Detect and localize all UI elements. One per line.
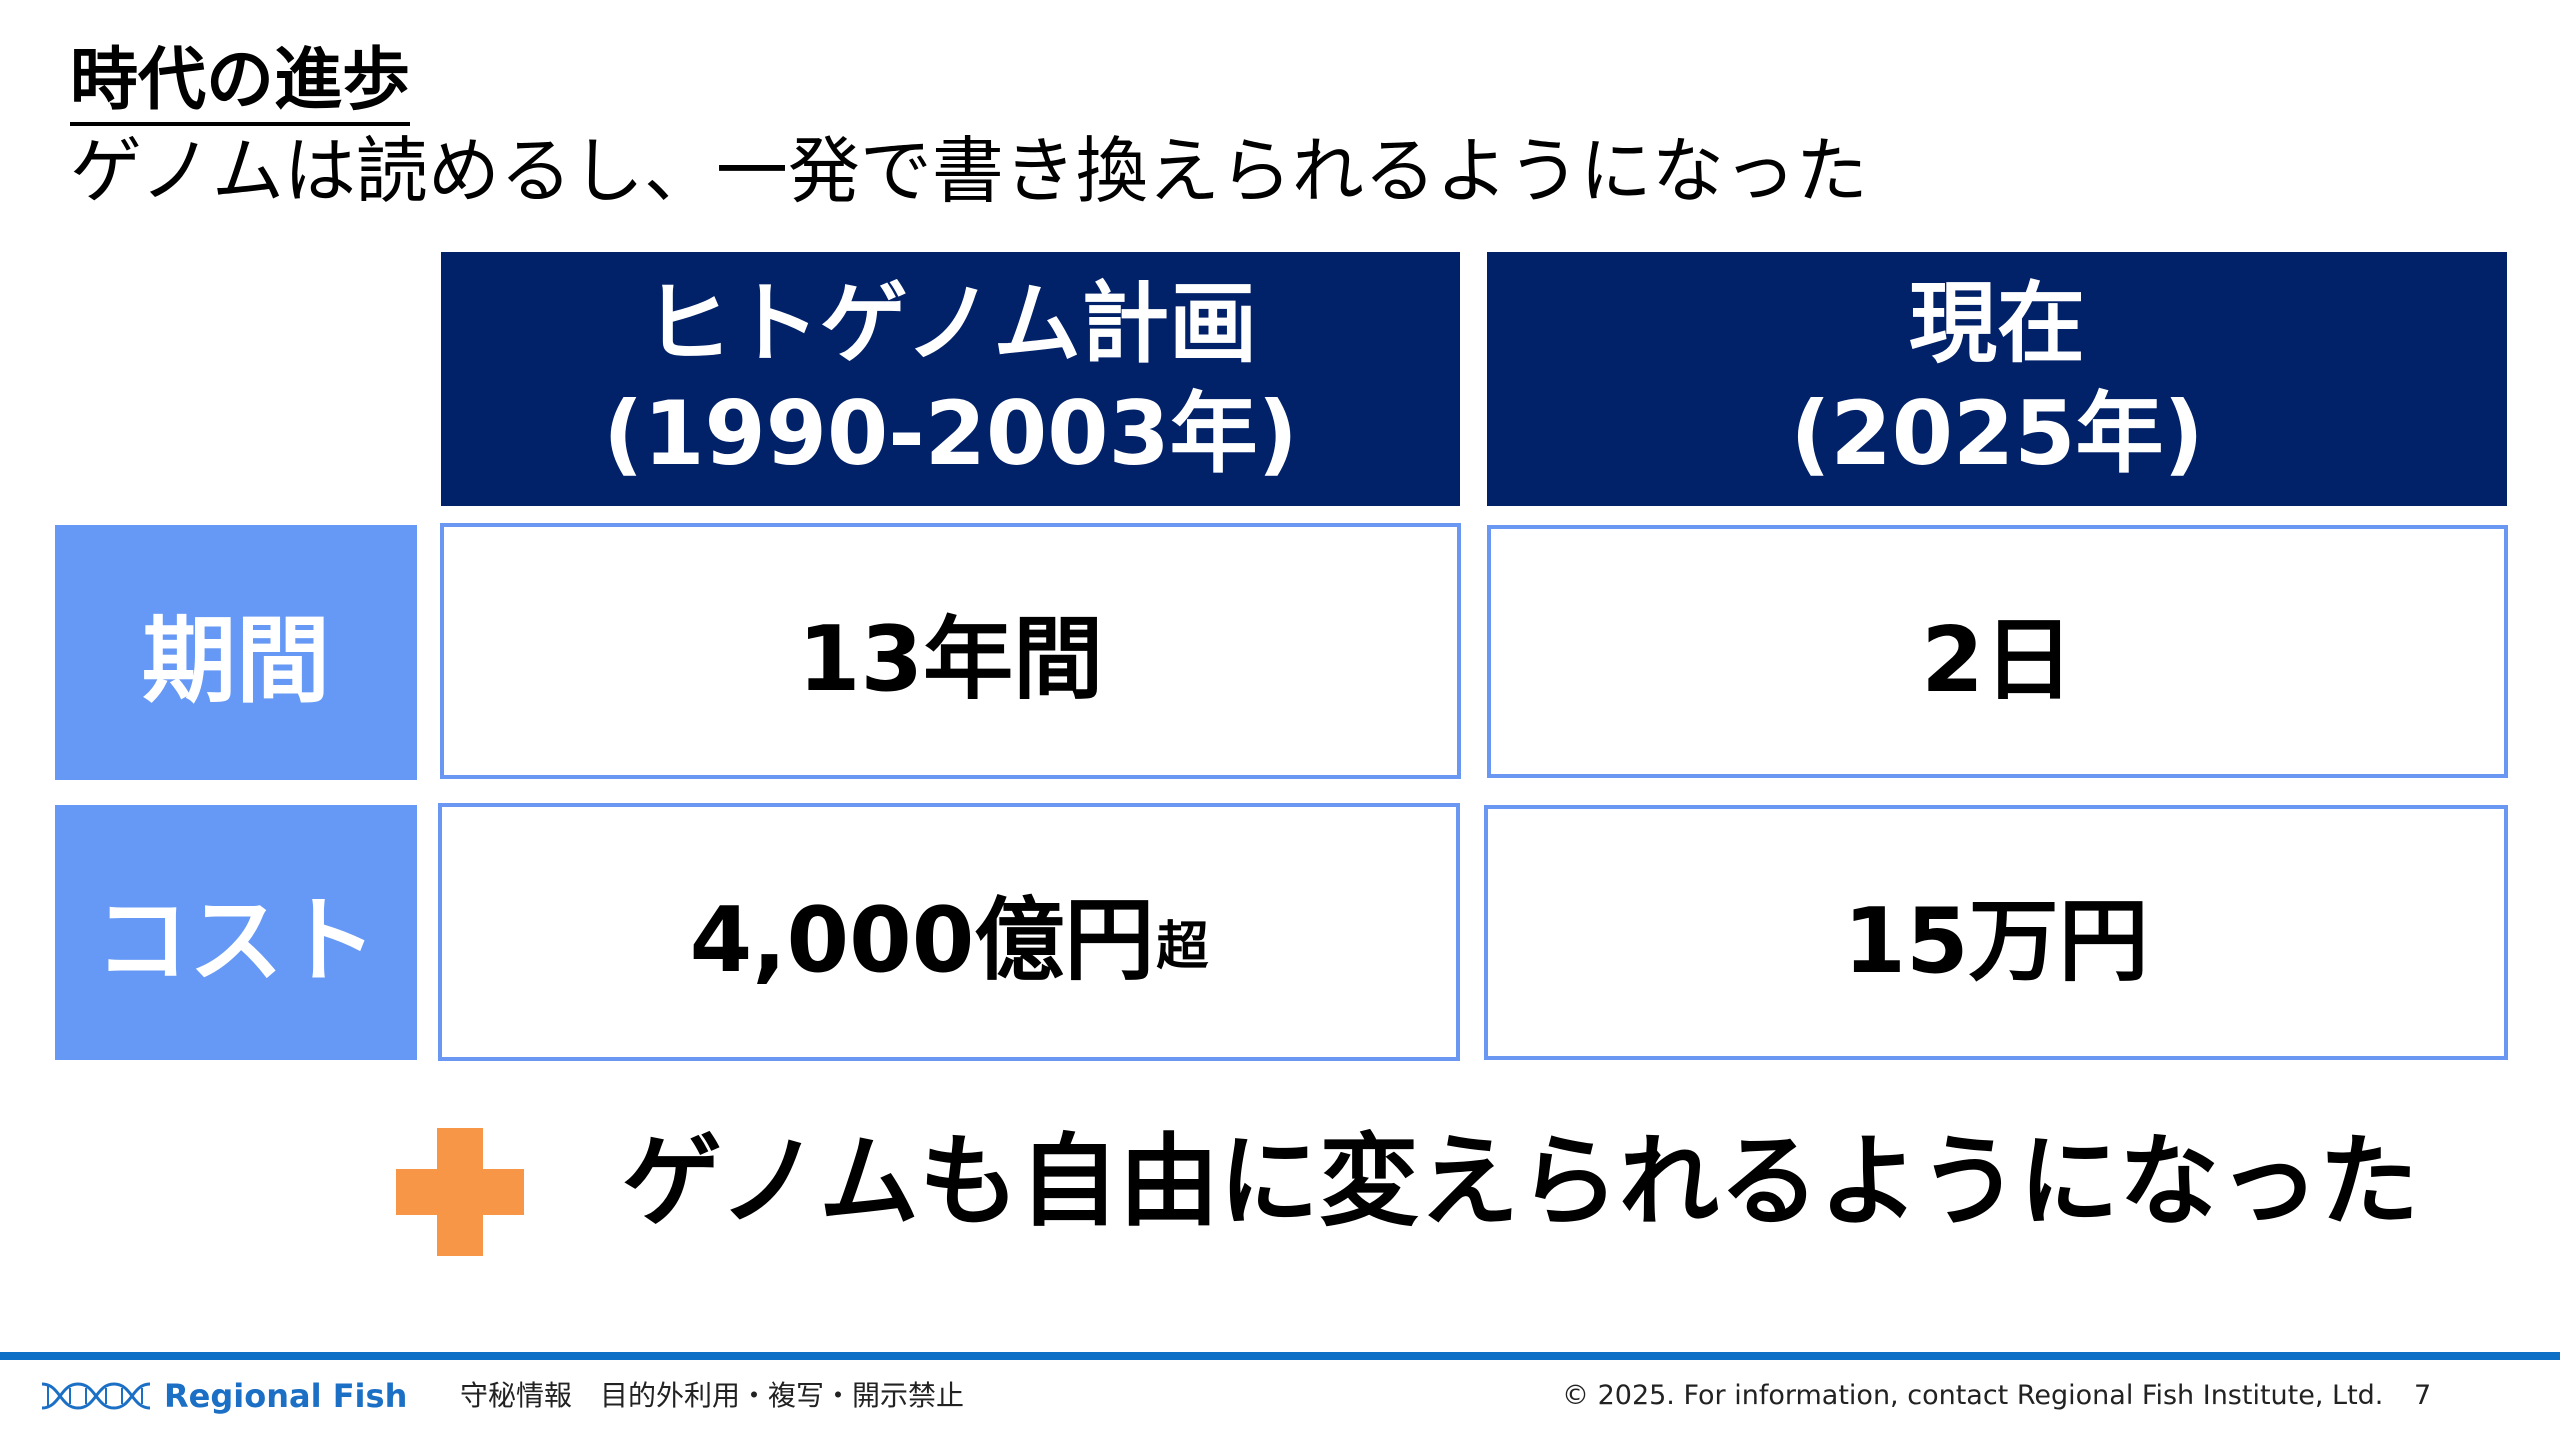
slide-subtitle: ゲノムは読めるし、一発で書き換えられるようになった [70, 129, 1868, 213]
cell-value: 4,000億円 [689, 888, 1155, 993]
footer-divider [0, 1352, 2560, 1360]
conclusion-text: ゲノムも自由に変えられるようになった [622, 1123, 2419, 1240]
cell-value-suffix: 超 [1156, 917, 1209, 977]
row-header-period: 期間 [55, 525, 417, 780]
cell-period-genome-project: 13年間 [440, 523, 1461, 779]
cell-period-present: 2日 [1487, 525, 2508, 778]
cell-value: 13年間 [797, 607, 1104, 712]
column-header-line2: (2025年) [1790, 382, 2204, 485]
plus-icon [396, 1128, 524, 1256]
confidentiality-notice: 守秘情報 目的外利用・複写・開示禁止 [460, 1379, 965, 1412]
copyright-notice: © 2025. For information, contact Regiona… [1562, 1380, 2384, 1411]
column-header-line1: 現在 [1908, 272, 2085, 375]
column-header-line1: ヒトゲノム計画 [643, 272, 1258, 375]
cell-cost-genome-project: 4,000億円 超 [438, 803, 1460, 1061]
row-header-cost: コスト [55, 805, 417, 1060]
cell-value: 2日 [1921, 607, 2074, 713]
slide-title: 時代の進歩 [70, 41, 411, 127]
column-header-genome-project: ヒトゲノム計画 (1990-2003年) [441, 252, 1460, 506]
logo-text: Regional Fish [164, 1377, 408, 1415]
column-header-line2: (1990-2003年) [603, 382, 1298, 485]
dna-logo-icon [41, 1382, 151, 1410]
cell-cost-present: 15万円 [1484, 805, 2508, 1060]
column-header-present: 現在 (2025年) [1487, 252, 2507, 506]
page-number: 7 [2414, 1380, 2432, 1411]
cell-value: 15万円 [1843, 888, 2149, 994]
company-logo: Regional Fish [40, 1376, 407, 1416]
